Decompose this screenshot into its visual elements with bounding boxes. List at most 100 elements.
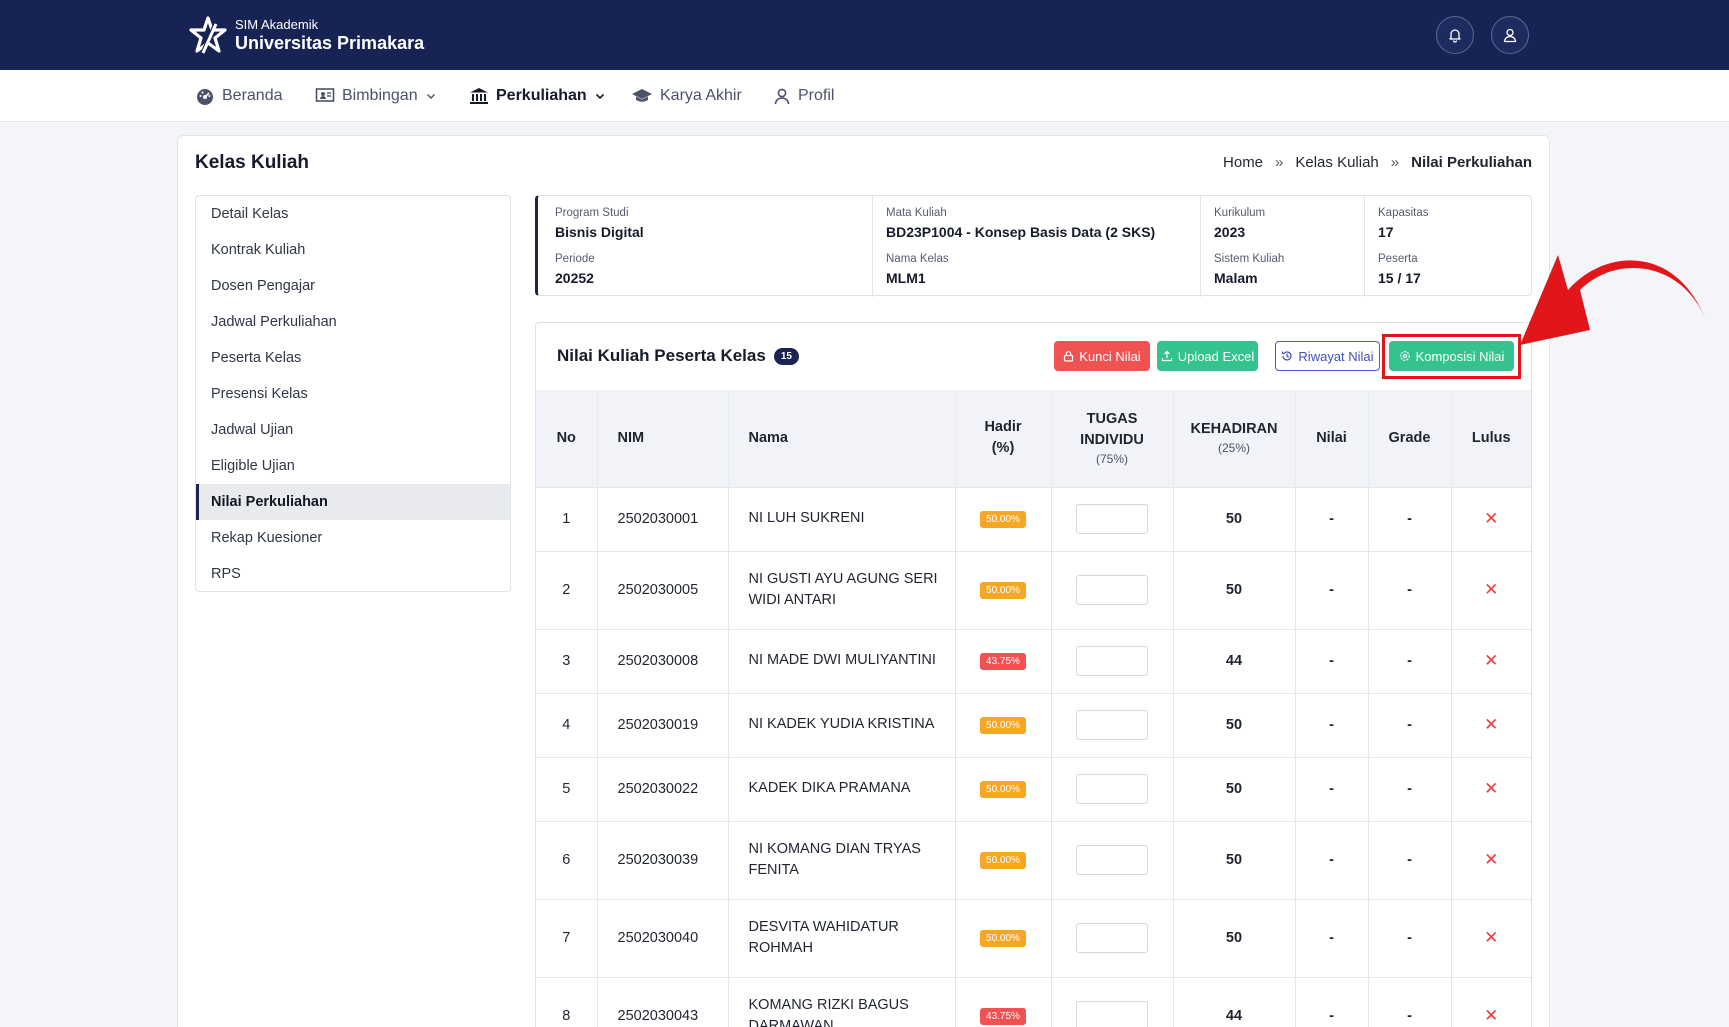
cell-no: 5 <box>536 756 598 821</box>
komposisi-nilai-button[interactable]: Komposisi Nilai <box>1389 341 1514 371</box>
nav-label: Karya Akhir <box>660 87 742 104</box>
tugas-individu-input[interactable] <box>1076 1001 1148 1027</box>
close-icon: ✕ <box>1484 1006 1499 1026</box>
sidebar-item-kontrak-kuliah[interactable]: Kontrak Kuliah <box>211 242 306 258</box>
tugas-individu-input[interactable] <box>1076 575 1148 605</box>
gear-icon <box>1399 351 1410 361</box>
cell-hadir: 50.00% <box>955 898 1052 977</box>
attendance-badge: 50.00% <box>980 717 1026 734</box>
cell-lulus: ✕ <box>1451 976 1531 1027</box>
table-row: 8 2502030043 KOMANG RIZKI BAGUS DARMAWAN 43… <box>536 976 1531 1027</box>
bell-icon <box>1449 29 1461 43</box>
cell-nim: 2502030019 <box>597 692 729 757</box>
table-row: 6 2502030039 NI KOMANG DIAN TRYAS FENITA 50… <box>536 820 1531 899</box>
nav-perkuliahan[interactable]: Perkuliahan <box>469 70 606 122</box>
cell-nilai: - <box>1295 898 1369 977</box>
cell-nama: KOMANG RIZKI BAGUS DARMAWAN <box>728 976 956 1027</box>
cell-nim: 2502030022 <box>597 756 729 821</box>
column-header-hadir: Hadir (%) <box>955 390 1052 487</box>
breadcrumb-home[interactable]: Home <box>1223 154 1264 171</box>
cell-hadir: 50.00% <box>955 486 1052 551</box>
sidebar-item-jadwal-ujian[interactable]: Jadwal Ujian <box>211 422 294 438</box>
cell-lulus: ✕ <box>1451 628 1531 693</box>
grades-title-text: Nilai Kuliah Peserta Kelas <box>557 346 766 365</box>
tugas-individu-input[interactable] <box>1076 845 1148 875</box>
nama-kelas-value: MLM1 <box>886 270 926 286</box>
cell-grade: - <box>1368 756 1452 821</box>
cell-nim: 2502030008 <box>597 628 729 693</box>
close-icon: ✕ <box>1484 651 1499 670</box>
cell-hadir: 50.00% <box>955 756 1052 821</box>
mata-kuliah-value: BD23P1004 - Konsep Basis Data (2 SKS) <box>886 224 1156 240</box>
nav-beranda[interactable]: Beranda <box>195 70 283 122</box>
upload-excel-button[interactable]: Upload Excel <box>1157 341 1258 371</box>
column-header-weight: (75%) <box>1095 451 1128 466</box>
tugas-individu-input[interactable] <box>1076 923 1148 953</box>
info-column: Program Studi Bisnis Digital Periode 202… <box>538 196 872 297</box>
column-header-nilai: Nilai <box>1295 390 1369 487</box>
sidebar-item-rps[interactable]: RPS <box>211 566 241 582</box>
nav-label: Bimbingan <box>342 87 418 104</box>
sidebar-item-dosen-pengajar[interactable]: Dosen Pengajar <box>211 278 315 294</box>
sidebar-item-rekap-kuesioner[interactable]: Rekap Kuesioner <box>211 530 323 546</box>
nav-profil[interactable]: Profil <box>773 70 834 122</box>
graduation-cap-icon <box>632 89 652 102</box>
cell-lulus: ✕ <box>1451 692 1531 757</box>
mata-kuliah-label: Mata Kuliah <box>886 207 947 219</box>
breadcrumb: Home » Kelas Kuliah » Nilai Perkuliahan <box>1223 154 1532 171</box>
notification-button[interactable] <box>1436 16 1474 54</box>
kapasitas-value: 17 <box>1378 224 1394 240</box>
cell-nim: 2502030005 <box>597 550 729 629</box>
attendance-badge: 50.00% <box>980 781 1026 798</box>
sidebar-item-nilai-perkuliahan[interactable]: Nilai Perkuliahan <box>196 484 510 520</box>
column-header-tugas-individu: TUGAS INDIVIDU (75%) <box>1051 390 1174 487</box>
highlight-box <box>1382 334 1521 379</box>
tugas-individu-input[interactable] <box>1076 710 1148 740</box>
riwayat-nilai-button[interactable]: Riwayat Nilai <box>1275 341 1380 371</box>
attendance-badge: 50.00% <box>980 852 1026 869</box>
sidebar-item-eligible-ujian[interactable]: Eligible Ujian <box>211 458 295 474</box>
cell-tugas-individu <box>1051 628 1174 693</box>
cell-nilai: - <box>1295 756 1369 821</box>
top-header: SIM Akademik Universitas Primakara <box>0 0 1729 70</box>
tugas-individu-input[interactable] <box>1076 646 1148 676</box>
grades-title: Nilai Kuliah Peserta Kelas 15 <box>557 346 799 366</box>
cell-nama: NI KADEK YUDIA KRISTINA <box>728 692 956 757</box>
cell-nama: NI KOMANG DIAN TRYAS FENITA <box>728 820 956 899</box>
nav-label: Perkuliahan <box>496 87 587 104</box>
sidebar-item-presensi-kelas[interactable]: Presensi Kelas <box>211 386 308 402</box>
cell-nilai: - <box>1295 976 1369 1027</box>
program-studi-value: Bisnis Digital <box>555 224 644 240</box>
kurikulum-label: Kurikulum <box>1214 207 1266 219</box>
column-header-kehadiran: KEHADIRAN (25%) <box>1173 390 1296 487</box>
tugas-individu-input[interactable] <box>1076 774 1148 804</box>
sidebar-item-detail-kelas[interactable]: Detail Kelas <box>211 206 289 222</box>
attendance-badge: 50.00% <box>980 930 1026 947</box>
dashboard-icon <box>197 89 213 105</box>
button-label: Upload Excel <box>1177 348 1255 364</box>
user-menu-button[interactable] <box>1491 16 1529 54</box>
cell-kehadiran: 44 <box>1173 628 1296 693</box>
info-column: Kurikulum 2023 Sistem Kuliah Malam <box>1200 196 1364 297</box>
kunci-nilai-button[interactable]: Kunci Nilai <box>1054 341 1150 371</box>
university-icon <box>470 88 488 104</box>
tugas-individu-input[interactable] <box>1076 504 1148 534</box>
program-studi-label: Program Studi <box>555 207 629 219</box>
sidebar-item-peserta-kelas[interactable]: Peserta Kelas <box>211 350 302 366</box>
nav-bimbingan[interactable]: Bimbingan <box>315 70 437 122</box>
cell-hadir: 50.00% <box>955 820 1052 899</box>
table-header-row: No NIM Nama Hadir (%) TUGAS INDIVIDU (75… <box>536 390 1531 487</box>
main-nav: Beranda Bimbingan Perkuliahan Karya Akhi… <box>0 70 1729 122</box>
breadcrumb-kelas-kuliah[interactable]: Kelas Kuliah <box>1295 154 1379 171</box>
nav-karya-akhir[interactable]: Karya Akhir <box>631 70 742 122</box>
info-column: Kapasitas 17 Peserta 15 / 17 <box>1364 196 1532 297</box>
close-icon: ✕ <box>1484 715 1499 734</box>
info-column: Mata Kuliah BD23P1004 - Konsep Basis Dat… <box>872 196 1200 297</box>
cell-kehadiran: 50 <box>1173 820 1296 899</box>
cell-tugas-individu <box>1051 820 1174 899</box>
cell-nilai: - <box>1295 486 1369 551</box>
table-row: 1 2502030001 NI LUH SUKRENI 50.00% 50- - ✕ <box>536 486 1531 551</box>
cell-hadir: 43.75% <box>955 628 1052 693</box>
sidebar-item-jadwal-perkuliahan[interactable]: Jadwal Perkuliahan <box>211 314 337 330</box>
cell-no: 8 <box>536 976 598 1027</box>
